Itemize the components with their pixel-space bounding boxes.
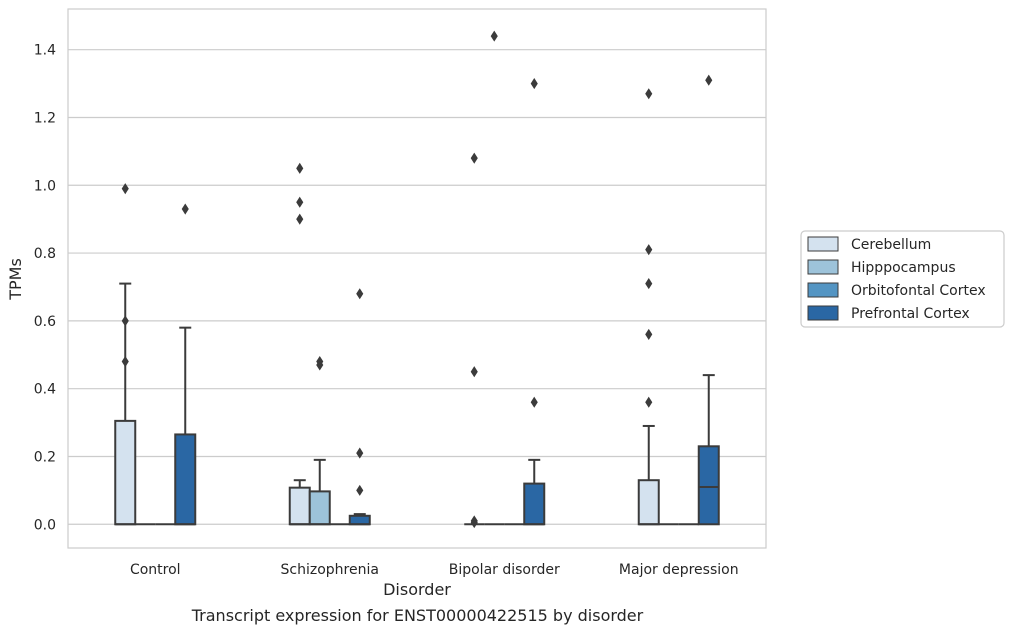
box-group	[697, 74, 720, 526]
box	[697, 445, 720, 526]
x-tick-label: Major depression	[619, 562, 739, 578]
legend-frame	[800, 230, 1005, 328]
boxes	[114, 30, 720, 529]
box	[174, 433, 197, 526]
legend-swatch	[807, 259, 839, 275]
legend-swatch	[807, 236, 839, 252]
x-axis-label: Disorder	[383, 580, 451, 599]
x-axis-ticks: Control Schizophrenia Bipolar disorder Majo…	[130, 562, 739, 578]
chart-caption: Transcript expression for ENST0000042251…	[191, 606, 644, 625]
box-group	[637, 88, 660, 526]
outlier-point	[296, 213, 304, 225]
x-tick-label: Bipolar disorder	[449, 562, 560, 578]
y-tick-label: 1.2	[34, 110, 56, 126]
outlier-point	[356, 484, 364, 496]
box	[523, 482, 546, 526]
box	[348, 514, 371, 526]
box-group	[464, 152, 485, 529]
outlier-point	[356, 288, 364, 300]
legend-label: Orbitofontal Cortex	[851, 283, 986, 299]
legend-label: Prefrontal Cortex	[851, 306, 970, 322]
outlier-point	[316, 359, 324, 371]
outlier-point	[705, 74, 713, 86]
legend: Cerebellum Hipppocampus Orbitofontal Corte…	[800, 230, 1005, 328]
x-tick-label: Schizophrenia	[281, 562, 379, 578]
box-group	[348, 288, 371, 526]
box-group	[114, 183, 137, 526]
box-group	[174, 203, 197, 526]
y-axis-ticks: 0.0 0.2 0.4 0.6 0.8 1.0 1.2 1.4	[34, 43, 56, 534]
y-tick-label: 0.4	[34, 382, 56, 398]
outlier-point	[121, 355, 129, 368]
outlier-point	[645, 88, 653, 100]
gridlines	[68, 49, 766, 525]
box-group	[308, 355, 331, 526]
outlier-point	[530, 78, 538, 90]
box	[114, 419, 137, 526]
y-tick-label: 0.8	[34, 246, 56, 262]
outlier-point	[490, 30, 498, 42]
outlier-point	[181, 203, 189, 215]
outlier-point	[296, 162, 304, 174]
box-group	[523, 78, 546, 526]
x-tick-label: Control	[130, 562, 181, 578]
plot-frame	[67, 8, 767, 549]
outlier-point	[121, 315, 129, 327]
box-group	[484, 30, 505, 526]
box	[288, 486, 311, 526]
box	[637, 479, 660, 526]
outlier-point	[645, 328, 653, 340]
y-tick-label: 0.2	[34, 449, 56, 465]
y-axis-label: TPMs	[6, 258, 25, 301]
y-tick-label: 1.4	[34, 43, 56, 59]
legend-label: Cerebellum	[851, 237, 931, 253]
outlier-point	[470, 517, 478, 529]
legend-swatch	[807, 282, 839, 298]
box	[308, 490, 331, 526]
outlier-point	[645, 244, 653, 256]
outlier-point	[296, 196, 304, 208]
outlier-point	[645, 396, 653, 408]
y-tick-label: 0.6	[34, 314, 56, 330]
legend-swatch	[807, 305, 839, 321]
outlier-point	[645, 278, 653, 290]
y-tick-label: 1.0	[34, 178, 56, 194]
outlier-point	[121, 183, 129, 195]
box-group	[288, 162, 311, 526]
y-tick-label: 0.0	[34, 517, 56, 533]
outlier-point	[470, 152, 478, 164]
outlier-point	[356, 447, 364, 459]
legend-label: Hipppocampus	[851, 260, 956, 276]
outlier-point	[470, 366, 478, 378]
outlier-point	[530, 396, 538, 408]
